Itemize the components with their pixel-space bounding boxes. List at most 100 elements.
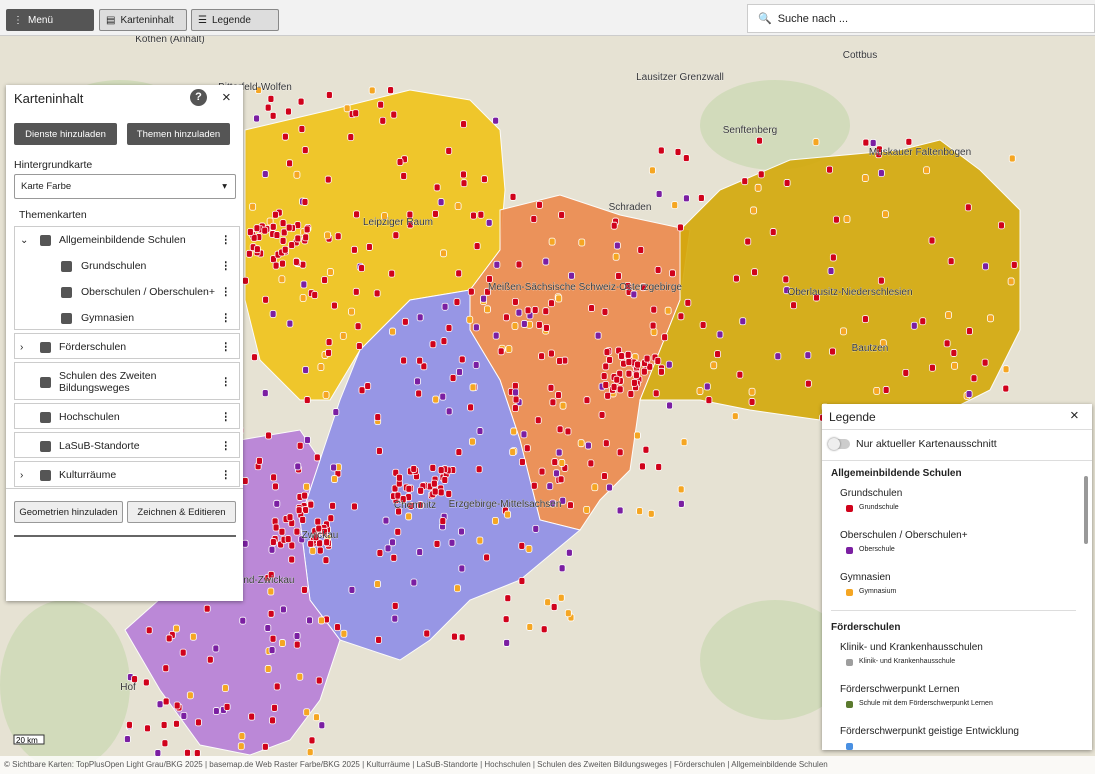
school-pin [306, 616, 313, 625]
add-themes-button[interactable]: Themen hinzuladen [127, 123, 230, 145]
school-pin [523, 444, 531, 453]
school-pin [625, 369, 633, 378]
school-pin [965, 390, 973, 398]
school-pin [390, 110, 398, 119]
school-pin [518, 541, 526, 550]
school-pin [538, 467, 546, 476]
school-pin [299, 294, 307, 302]
school-pin [387, 86, 394, 95]
school-pin [616, 448, 624, 457]
school-pin [281, 132, 289, 141]
school-pin [172, 624, 180, 633]
close-button[interactable]: × [222, 89, 231, 106]
map-label: Oberlausitz-Niederschlesien [787, 287, 912, 298]
school-pin [288, 555, 296, 564]
toggle[interactable] [828, 438, 850, 450]
checkbox[interactable] [40, 234, 51, 246]
school-pin [476, 536, 484, 545]
content-button[interactable]: ▤ Karteninhalt [99, 9, 187, 31]
layer-row: Schulen des Zweiten Bildungsweges ⋮ [15, 363, 239, 401]
school-pin [503, 639, 511, 647]
school-pin [246, 228, 254, 236]
school-pin [255, 86, 262, 94]
map-label: Hof [120, 682, 136, 693]
school-pin [902, 368, 910, 377]
background-select[interactable]: Karte Farbe ▾ [14, 174, 236, 199]
legend-close[interactable]: × [1070, 407, 1079, 424]
school-pin [505, 345, 513, 353]
school-pin [312, 533, 320, 542]
search-box[interactable]: 🔍 Suche nach ... [747, 4, 1095, 33]
school-pin [295, 506, 303, 515]
school-pin [439, 392, 447, 401]
school-pin [394, 527, 402, 536]
legend-button[interactable]: ☰ Legende [191, 9, 279, 31]
add-geometry-button[interactable]: Geometrien hinzuladen [14, 501, 123, 523]
school-pin [558, 211, 566, 219]
school-pin [339, 331, 347, 340]
school-pin [664, 306, 672, 315]
school-pin [388, 269, 396, 278]
school-pin [633, 371, 640, 380]
layer-row: › Förderschulen ⋮ [15, 334, 239, 360]
school-pin [774, 352, 782, 361]
school-pin [332, 408, 340, 416]
school-pin [405, 484, 413, 493]
school-pin [564, 427, 572, 436]
checkbox[interactable] [40, 341, 51, 353]
school-pin [598, 411, 606, 419]
checkbox[interactable] [61, 260, 72, 272]
school-pin [279, 219, 287, 227]
map-label: Muskauer Faltenbogen [869, 147, 971, 158]
checkbox[interactable] [40, 376, 51, 388]
checkbox[interactable] [61, 286, 72, 298]
school-pin [374, 580, 381, 588]
school-pin [364, 382, 372, 390]
layer-label: Hochschulen [59, 411, 120, 423]
school-pin [486, 275, 493, 283]
school-pin [458, 633, 466, 642]
school-pin [615, 272, 622, 280]
school-pin [293, 170, 301, 179]
school-pin [406, 220, 414, 229]
checkbox[interactable] [40, 469, 51, 481]
school-pin [511, 404, 519, 413]
school-pin [267, 609, 275, 618]
school-pin [433, 539, 441, 548]
school-pin [600, 372, 608, 381]
school-pin [313, 453, 321, 462]
school-pin [542, 257, 550, 266]
layer-menu: ⋮ [220, 411, 232, 423]
help-button[interactable]: ? [190, 89, 207, 106]
checkbox[interactable] [40, 440, 51, 452]
checkbox[interactable] [40, 411, 51, 423]
school-pin [445, 407, 453, 416]
school-pin [353, 210, 360, 219]
add-services-button[interactable]: Dienste hinzuladen [14, 123, 117, 145]
layer-menu: ⋮ [220, 234, 232, 246]
school-pin [281, 245, 289, 254]
layer-menu: ⋮ [220, 286, 232, 298]
layer-row: LaSuB-Standorte ⋮ [15, 433, 239, 459]
draw-edit-button[interactable]: Zeichnen & Editieren [127, 501, 236, 523]
school-pin [242, 276, 249, 285]
school-pin [873, 386, 881, 395]
expand-icon: ⌄ [20, 234, 29, 246]
checkbox[interactable] [61, 312, 72, 324]
school-pin [515, 260, 523, 269]
school-pin [843, 215, 851, 224]
school-pin [267, 94, 275, 103]
school-pin [594, 331, 602, 340]
school-pin [683, 194, 690, 203]
school-pin [267, 570, 275, 579]
school-pin [285, 107, 292, 116]
menu-button[interactable]: ⋮ Menü [6, 9, 94, 31]
school-pin [269, 310, 277, 318]
school-pin [303, 225, 311, 234]
school-pin [655, 463, 663, 471]
school-pin [325, 348, 332, 357]
school-pin [555, 294, 563, 303]
school-pin [441, 302, 449, 311]
school-pin [173, 719, 180, 728]
